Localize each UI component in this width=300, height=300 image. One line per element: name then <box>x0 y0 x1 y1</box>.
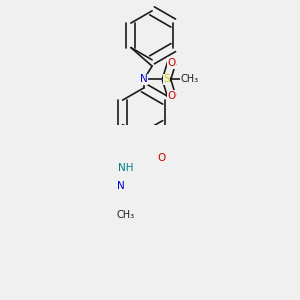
Text: CH₃: CH₃ <box>116 210 134 220</box>
Text: N: N <box>117 181 125 191</box>
Text: S: S <box>163 74 170 84</box>
Text: N: N <box>140 74 148 84</box>
Text: O: O <box>167 58 176 68</box>
Text: CH₃: CH₃ <box>180 74 198 84</box>
Text: NH: NH <box>118 163 133 173</box>
Text: O: O <box>167 91 176 101</box>
Text: O: O <box>157 153 165 164</box>
